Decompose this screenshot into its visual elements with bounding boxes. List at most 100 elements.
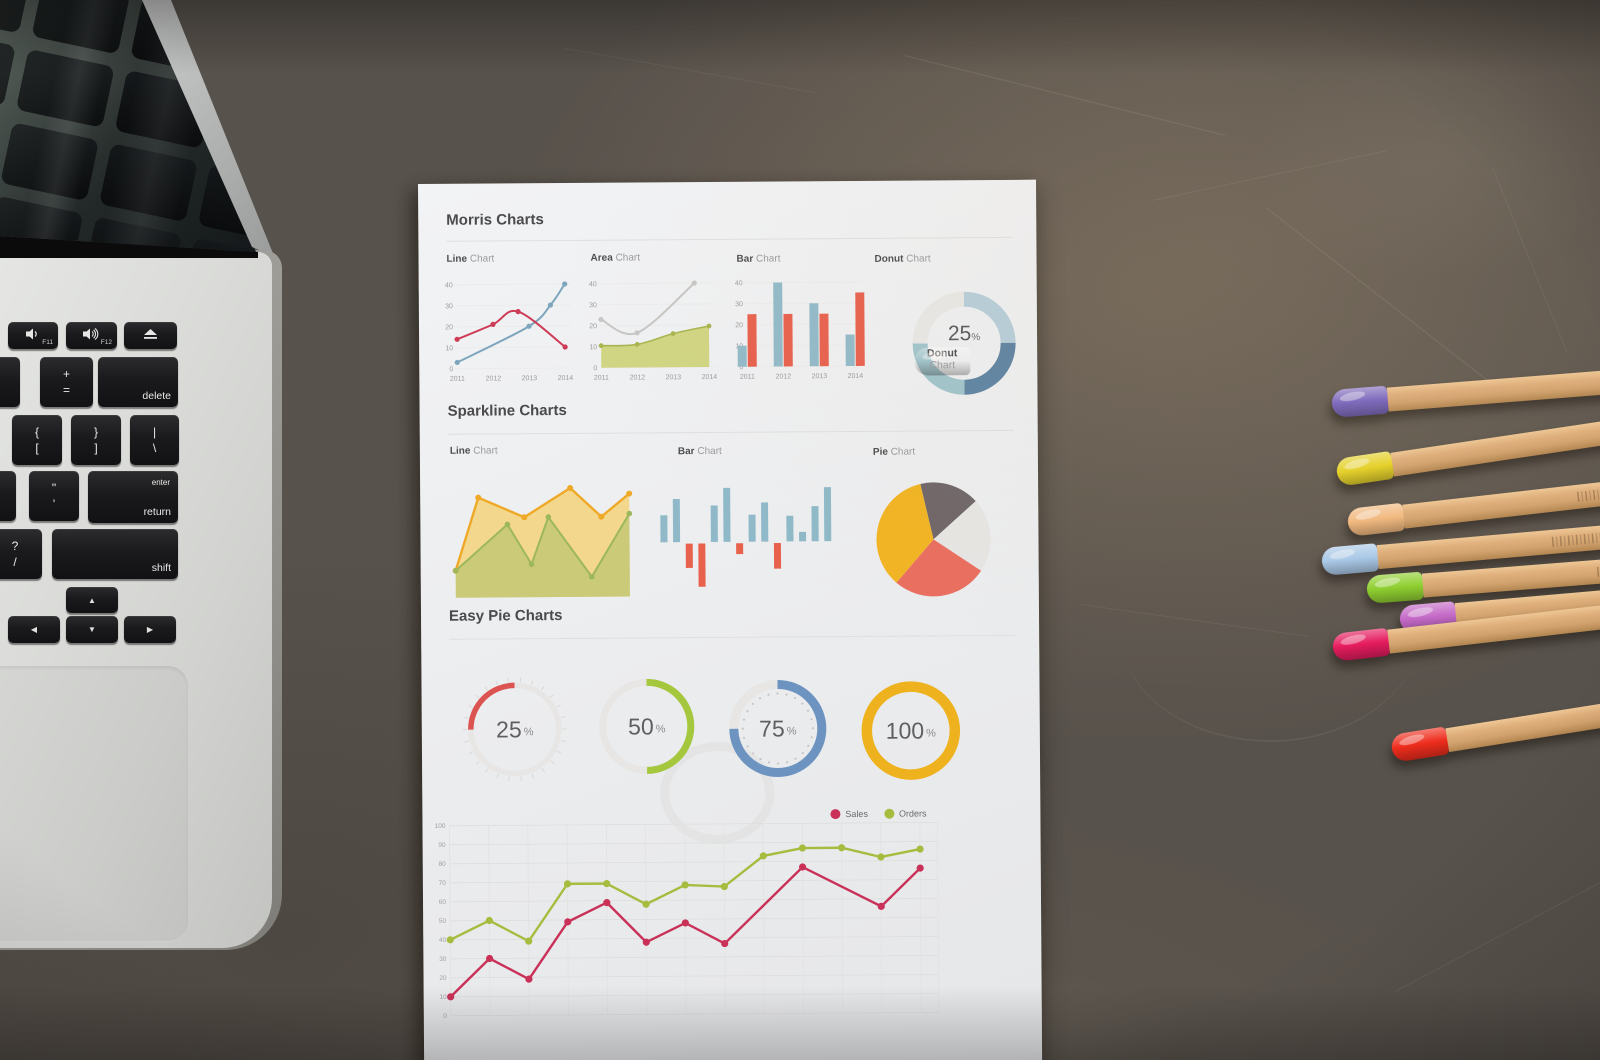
chalk-scratch: [1394, 869, 1600, 992]
svg-text:10: 10: [589, 344, 597, 351]
easy-pie-50: 50%: [591, 671, 702, 782]
key-f12: F12: [66, 322, 117, 349]
svg-text:30: 30: [735, 301, 743, 308]
svg-text:0: 0: [443, 1013, 447, 1020]
divider: [447, 429, 1014, 435]
svg-text:20: 20: [589, 323, 597, 330]
svg-text:70: 70: [439, 880, 447, 887]
svg-text:2013: 2013: [666, 374, 682, 381]
svg-text:20: 20: [445, 324, 453, 331]
chalk-scratch: [561, 47, 819, 94]
svg-text:50: 50: [439, 918, 447, 925]
sparkline-pie-chart: [876, 482, 991, 597]
svg-text:80: 80: [438, 861, 446, 868]
svg-text:10: 10: [445, 345, 453, 352]
svg-text:2014: 2014: [848, 373, 864, 380]
svg-text:40: 40: [445, 282, 453, 289]
svg-text:40: 40: [735, 280, 743, 287]
chalk-scratch: [1120, 520, 1420, 742]
pencil-tip: [1320, 543, 1380, 576]
svg-text:40: 40: [439, 937, 447, 944]
svg-text:2011: 2011: [450, 376, 465, 383]
svg-text:0: 0: [449, 366, 453, 373]
eject-icon: [143, 327, 158, 345]
key-f11: F11: [8, 322, 58, 349]
sparkline-line-chart: [452, 484, 633, 598]
bar-chart-label: Bar Chart: [736, 253, 781, 265]
morris-line-chart: 0 10 20 30 40 2011 2012 2013 2014: [445, 281, 574, 383]
svg-text:2013: 2013: [812, 373, 828, 380]
svg-text:20: 20: [735, 322, 743, 329]
key-ret: enter return: [88, 471, 178, 523]
donut-chart-label: Donut Chart: [874, 253, 931, 265]
pencil-tip: [1365, 571, 1424, 604]
report-paper: Morris Charts Line Chart Area Chart Bar …: [418, 179, 1043, 1060]
left-arrow-icon: ◀: [30, 625, 38, 634]
easy-pie-100-ring: [861, 681, 961, 780]
volume-down-icon: [25, 327, 42, 345]
divider: [449, 634, 1016, 640]
key-pipe: | \: [130, 415, 179, 465]
key-left: ◀: [8, 616, 60, 643]
morris-area-chart: 0 10 20 30 40 2011 2012 2013 2014: [589, 280, 718, 382]
line-chart-label: Line Chart: [446, 253, 495, 265]
spark-pie-label: Pie Chart: [872, 446, 916, 458]
chalk-scratch: [904, 55, 1226, 136]
svg-text:2014: 2014: [558, 375, 574, 382]
key-shift: shift: [52, 529, 178, 579]
key-semi: :;: [0, 471, 16, 521]
svg-text:2014: 2014: [702, 374, 718, 381]
morris-charts-title: Morris Charts: [446, 211, 544, 229]
key-plus: + =: [40, 357, 93, 407]
key-ques: ? /: [0, 529, 42, 579]
up-arrow-icon: ▲: [88, 595, 96, 605]
easy-pie-25: 25%: [459, 674, 570, 785]
key-eject: [124, 322, 177, 349]
svg-text:20: 20: [439, 975, 447, 982]
key-lbr: {[: [12, 415, 62, 465]
svg-text:90: 90: [438, 842, 446, 849]
volume-up-icon: [82, 327, 101, 345]
easy-pie-25-ring: [462, 677, 567, 782]
chalk-smudge: [1250, 40, 1600, 280]
sales-orders-chart: 0 10 20 30 40 50 60 70 80 90 100: [435, 821, 940, 1020]
sparkline-charts-title: Sparkline Charts: [447, 401, 567, 420]
svg-text:10: 10: [439, 994, 447, 1001]
svg-text:30: 30: [439, 956, 447, 963]
key-quote: " ': [29, 471, 79, 521]
svg-text:100: 100: [435, 823, 446, 830]
donut-center-label: 25% Donut Chart: [914, 322, 1014, 376]
svg-text:2011: 2011: [740, 374, 755, 381]
key-up: ▲: [66, 587, 118, 613]
key-down: ▼: [66, 616, 118, 643]
easy-pie-50-ring: [599, 678, 695, 774]
svg-text:0: 0: [593, 365, 597, 372]
easy-pie-charts-title: Easy Pie Charts: [448, 607, 563, 625]
svg-text:2012: 2012: [630, 374, 646, 381]
divider: [446, 236, 1013, 242]
svg-text:30: 30: [445, 303, 453, 310]
pencil-barcode: [1551, 522, 1600, 547]
area-chart-label: Area Chart: [590, 252, 641, 264]
laptop-trackpad: [0, 666, 188, 942]
spark-bar-label: Bar Chart: [677, 445, 722, 458]
easy-pie-75-ring: [729, 680, 827, 778]
spark-line-label: Line Chart: [449, 445, 498, 457]
easy-pie-100: 100%: [855, 675, 966, 786]
key-rbr: }]: [71, 415, 121, 465]
svg-text:30: 30: [589, 302, 597, 309]
svg-text:2012: 2012: [776, 373, 792, 380]
svg-text:2013: 2013: [522, 375, 538, 382]
pencil-tip: [1330, 385, 1389, 418]
key-del: delete: [98, 357, 178, 407]
sparkline-bar-chart: [660, 487, 832, 587]
svg-text:0: 0: [739, 364, 743, 371]
key-minus: _-: [0, 357, 20, 407]
key-right: ▶: [124, 616, 176, 643]
svg-text:2012: 2012: [486, 375, 502, 382]
easy-pie-75: 75%: [722, 673, 833, 784]
svg-text:40: 40: [589, 281, 597, 288]
svg-text:60: 60: [439, 899, 447, 906]
